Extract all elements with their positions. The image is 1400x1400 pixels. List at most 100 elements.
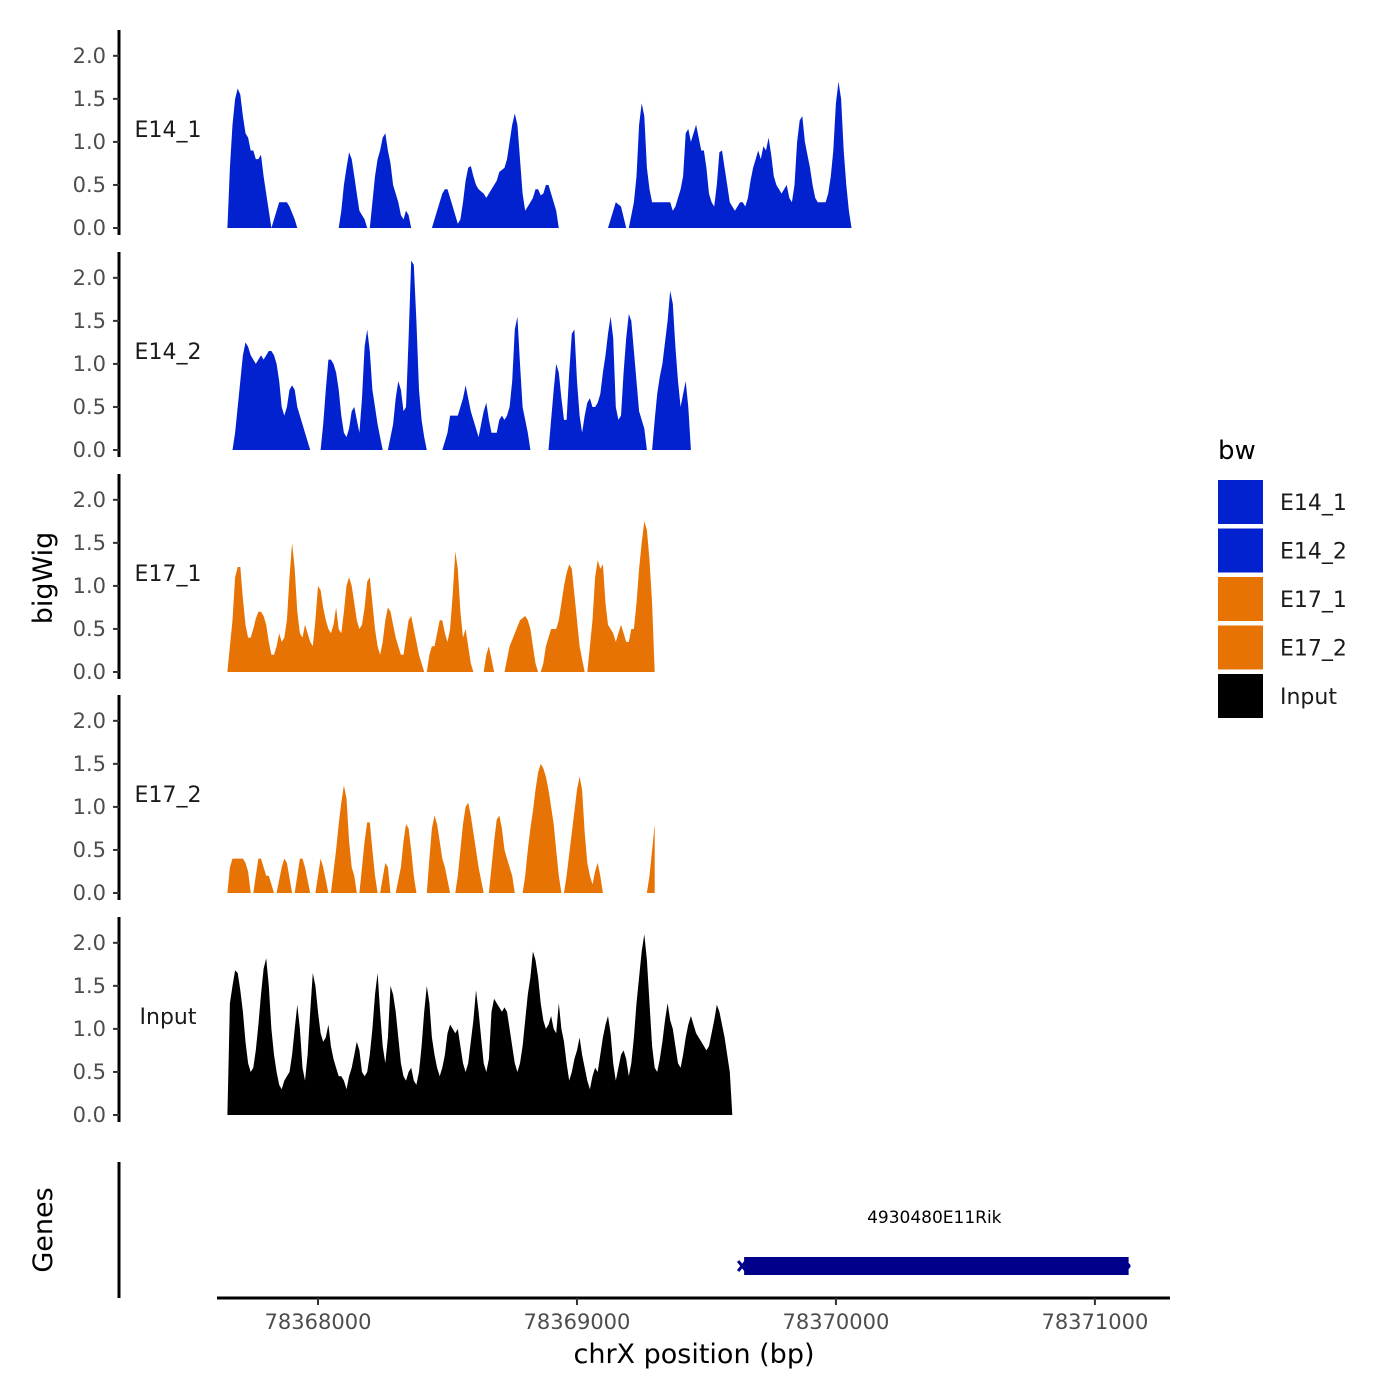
legend-swatch-E17_1 [1218,577,1263,621]
coverage-area-E17_1-1 [426,551,474,672]
y-tick-label-E14_2-4: 2.0 [73,266,106,290]
x-axis-ticks: 78368000 78369000 78370000 78371000 [265,1298,1148,1334]
legend-swatch-E14_1 [1218,480,1263,524]
y-tick-label-E17_1-2: 1.0 [73,574,106,598]
genes-axis-title: Genes [28,1187,59,1272]
track-panel-E14_1: 0.0 0.5 1.0 1.5 2.0 E14_1 [73,30,852,240]
track-panel-E17_1: 0.0 0.5 1.0 1.5 2.0 E17_1 [73,474,655,684]
gene-body-0 [744,1257,1129,1275]
coverage-area-E17_2-11 [488,815,515,893]
y-tick-label-Input-0: 0.0 [73,1103,106,1127]
legend-label-E17_2: E17_2 [1280,637,1347,662]
coverage-area-E17_2-9 [426,815,451,893]
y-tick-label-E14_2-1: 0.5 [73,395,106,419]
coverage-area-E17_2-12 [522,763,562,893]
coverage-area-E14_1-2 [338,152,368,228]
legend: bw E14_1 E14_2 E17_1 E17_2 Input [1218,436,1347,718]
coverage-area-E17_2-7 [380,862,391,893]
gene-models: 4930480E11Rik [736,1208,1131,1275]
y-tick-label-E17_2-3: 1.5 [73,752,106,776]
coverage-area-E14_1-1 [271,202,298,228]
y-tick-label-E17_1-3: 1.5 [73,531,106,555]
coverage-area-E17_2-5 [330,785,357,893]
legend-label-E14_2: E14_2 [1280,540,1347,565]
x-axis-title: chrX position (bp) [573,1339,814,1370]
y-tick-label-Input-1: 0.5 [73,1060,106,1084]
coverage-area-E17_2-14 [646,824,655,893]
legend-title: bw [1218,436,1256,466]
gene-end-marker-0 [1124,1263,1131,1269]
coverage-area-E14_2-4 [548,314,647,450]
gene-strand-marker-0 [736,1260,748,1272]
y-axis-title: bigWig [28,532,59,625]
y-tick-label-Input-4: 2.0 [73,931,106,955]
y-tick-label-E17_2-0: 0.0 [73,881,106,905]
legend-label-Input: Input [1280,685,1337,710]
y-tick-label-E17_2-1: 0.5 [73,838,106,862]
coverage-area-E17_2-8 [395,824,417,893]
legend-entry-Input: Input [1218,674,1337,718]
coverage-area-E14_2-5 [652,290,691,450]
coverage-area-Input-0 [227,934,733,1115]
legend-swatch-E14_2 [1218,528,1263,573]
track-label-Input: Input [140,1005,197,1030]
gene-panel: Genes 4930480E11Rik [28,1162,1131,1298]
y-tick-label-E14_1-4: 2.0 [73,44,106,68]
y-tick-label-Input-2: 1.0 [73,1017,106,1041]
y-tick-label-E17_1-0: 0.0 [73,660,106,684]
coverage-area-E17_2-3 [294,858,311,893]
x-axis: 78368000 78369000 78370000 78371000 chrX po… [217,1296,1170,1370]
coverage-area-E14_1-6 [628,81,852,228]
track-panel-Input: 0.0 0.5 1.0 1.5 2.0 Input [73,917,733,1127]
coverage-area-E14_2-1 [320,329,383,450]
coverage-area-E17_1-3 [504,616,539,672]
track-panel-E14_2: 0.0 0.5 1.0 1.5 2.0 E14_2 [73,252,691,462]
y-tick-label-E17_1-4: 2.0 [73,488,106,512]
coverage-area-E17_2-1 [253,858,274,893]
y-tick-label-E17_1-1: 0.5 [73,617,106,641]
coverage-area-E17_1-4 [540,564,585,672]
coverage-area-E14_2-3 [442,316,531,450]
y-tick-label-E14_1-0: 0.0 [73,216,106,240]
legend-swatch-E17_2 [1218,625,1263,670]
gene-4930480E11Rik: 4930480E11Rik [736,1208,1131,1275]
track-label-E14_2: E14_2 [135,340,202,365]
coverage-area-E17_2-6 [359,822,378,893]
coverage-area-E14_1-3 [369,133,412,228]
gene-label-0: 4930480E11Rik [867,1208,1002,1228]
coverage-area-E17_1-5 [587,521,655,672]
legend-entry-E14_2: E14_2 [1218,528,1347,573]
legend-entry-E14_1: E14_1 [1218,480,1347,524]
legend-label-E14_1: E14_1 [1280,491,1347,516]
coverage-area-E17_2-0 [227,858,251,893]
y-tick-label-E14_1-1: 0.5 [73,173,106,197]
x-tick-label-3: 78371000 [1041,1310,1148,1334]
track-panel-E17_2: 0.0 0.5 1.0 1.5 2.0 E17_2 [73,695,655,905]
coverage-area-E14_2-0 [232,342,311,450]
coverage-area-E14_1-5 [608,202,627,228]
x-tick-label-1: 78369000 [524,1310,631,1334]
y-tick-label-E17_2-2: 1.0 [73,795,106,819]
coverage-area-E17_2-10 [455,802,484,893]
legend-label-E17_1: E17_1 [1280,588,1347,613]
y-tick-label-E14_1-3: 1.5 [73,87,106,111]
track-label-E14_1: E14_1 [135,118,202,143]
track-panels: 0.0 0.5 1.0 1.5 2.0 E14_1 0.0 0.5 1.0 1.5 2.0 E14_2… [73,30,852,1127]
x-tick-label-2: 78370000 [782,1310,889,1334]
coverage-area-E14_1-0 [227,88,272,228]
y-tick-label-E17_2-4: 2.0 [73,709,106,733]
coverage-area-E17_2-2 [276,858,293,893]
legend-entries: E14_1 E14_2 E17_1 E17_2 Input [1218,480,1347,718]
track-label-E17_2: E17_2 [135,783,202,808]
y-tick-label-E14_2-2: 1.0 [73,352,106,376]
coverage-area-E17_2-4 [315,858,329,893]
y-tick-label-E14_2-3: 1.5 [73,309,106,333]
coverage-area-E14_1-4 [431,113,559,228]
track-label-E17_1: E17_1 [135,562,202,587]
coverage-area-E17_1-2 [483,646,495,672]
legend-swatch-Input [1218,674,1263,718]
coverage-area-E17_1-0 [227,542,425,672]
coverage-area-E14_2-2 [387,260,427,450]
legend-entry-E17_2: E17_2 [1218,625,1347,670]
